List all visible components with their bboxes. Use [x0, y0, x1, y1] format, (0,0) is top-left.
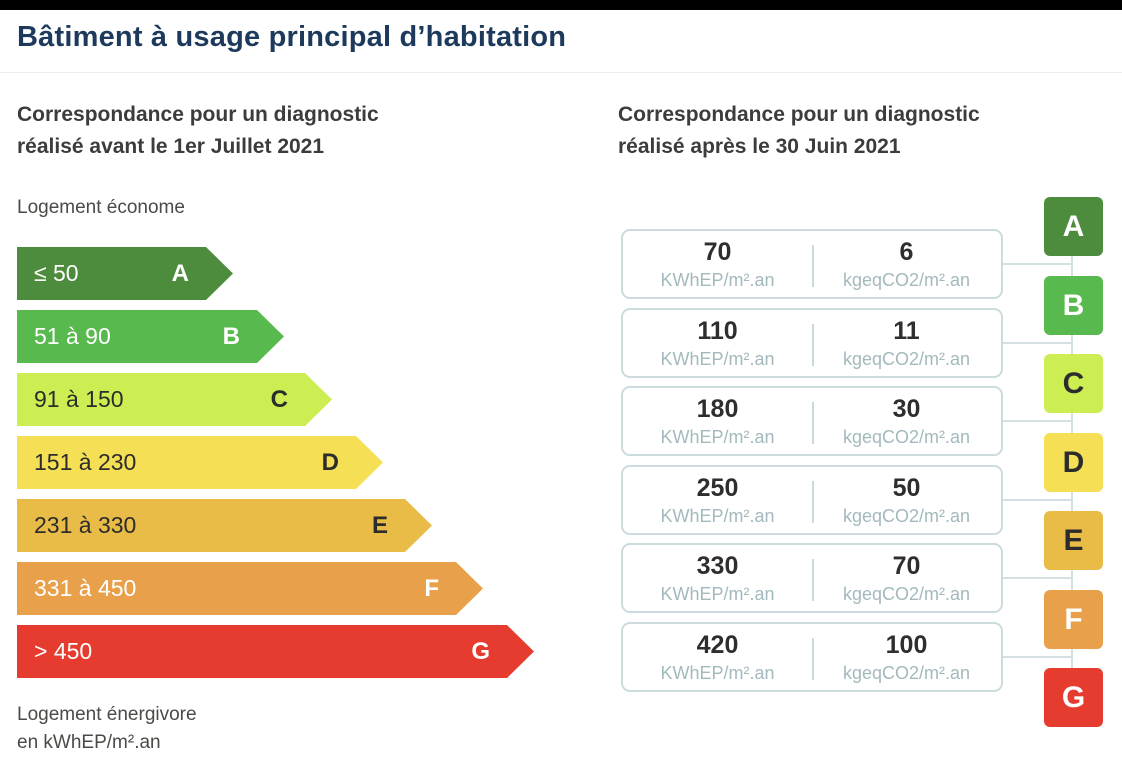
- energy-threshold: 70 KWhEP/m².an: [623, 238, 812, 290]
- energy-threshold: 420 KWhEP/m².an: [623, 631, 812, 683]
- energy-threshold-value: 180: [696, 394, 739, 423]
- co2-threshold: 70 kgeqCO2/m².an: [812, 552, 1001, 604]
- threshold-box-1: 70 KWhEP/m².an 6 kgeqCO2/m².an: [621, 229, 1003, 299]
- energy-class-range: 51 à 90: [34, 323, 111, 349]
- co2-threshold: 6 kgeqCO2/m².an: [812, 238, 1001, 290]
- page-title: Bâtiment à usage principal d’habitation: [17, 21, 567, 53]
- threshold-connector-2: [1003, 342, 1072, 344]
- energy-threshold-value: 250: [696, 473, 739, 502]
- energy-threshold: 180 KWhEP/m².an: [623, 395, 812, 447]
- energy-class-letter: C: [270, 385, 288, 413]
- threshold-box-5: 330 KWhEP/m².an 70 kgeqCO2/m².an: [621, 543, 1003, 613]
- co2-threshold-unit: kgeqCO2/m².an: [842, 662, 971, 683]
- energy-class-letter: G: [471, 637, 490, 665]
- co2-threshold-unit: kgeqCO2/m².an: [842, 269, 971, 290]
- co2-threshold-value: 50: [892, 473, 921, 502]
- left-subtitle-line1: Correspondance pour un diagnostic: [17, 103, 379, 126]
- box-divider: [812, 402, 814, 444]
- box-divider: [812, 638, 814, 680]
- scale-top-label: Logement économe: [17, 197, 185, 218]
- co2-threshold: 11 kgeqCO2/m².an: [812, 317, 1001, 369]
- energy-class-letter: F: [424, 574, 439, 602]
- energy-class-arrow-f: 331 à 450 F: [17, 562, 483, 615]
- energy-class-arrow-c: 91 à 150 C: [17, 373, 332, 426]
- co2-threshold-value: 100: [885, 630, 928, 659]
- co2-threshold-unit: kgeqCO2/m².an: [842, 583, 971, 604]
- co2-threshold: 50 kgeqCO2/m².an: [812, 474, 1001, 526]
- co2-threshold-unit: kgeqCO2/m².an: [842, 348, 971, 369]
- energy-threshold-unit: KWhEP/m².an: [660, 505, 775, 526]
- energy-class-badge-c: C: [1044, 354, 1103, 413]
- energy-class-badge-d: D: [1044, 433, 1103, 492]
- energy-class-range: > 450: [34, 638, 93, 664]
- threshold-box-6: 420 KWhEP/m².an 100 kgeqCO2/m².an: [621, 622, 1003, 692]
- co2-threshold: 30 kgeqCO2/m².an: [812, 395, 1001, 447]
- box-divider: [812, 245, 814, 287]
- co2-threshold: 100 kgeqCO2/m².an: [812, 631, 1001, 683]
- energy-class-range: 91 à 150: [34, 386, 124, 412]
- energy-threshold-unit: KWhEP/m².an: [660, 269, 775, 290]
- energy-threshold-value: 110: [697, 316, 738, 345]
- co2-threshold-unit: kgeqCO2/m².an: [842, 505, 971, 526]
- box-divider: [812, 481, 814, 523]
- threshold-box-4: 250 KWhEP/m².an 50 kgeqCO2/m².an: [621, 465, 1003, 535]
- energy-threshold-unit: KWhEP/m².an: [660, 583, 775, 604]
- left-subtitle-line2: réalisé avant le 1er Juillet 2021: [17, 135, 325, 158]
- threshold-connector-1: [1003, 263, 1072, 265]
- co2-threshold-value: 70: [892, 551, 921, 580]
- energy-class-letter: B: [222, 322, 240, 350]
- threshold-box-2: 110 KWhEP/m².an 11 kgeqCO2/m².an: [621, 308, 1003, 378]
- scale-bottom-label-line2: en kWhEP/m².an: [17, 732, 161, 753]
- energy-class-range: ≤ 50: [34, 260, 79, 286]
- box-divider: [812, 559, 814, 601]
- threshold-connector-3: [1003, 420, 1072, 422]
- energy-threshold-unit: KWhEP/m².an: [660, 348, 775, 369]
- co2-threshold-unit: kgeqCO2/m².an: [842, 426, 971, 447]
- energy-class-arrow-a: ≤ 50 A: [17, 247, 233, 300]
- header-divider: [0, 72, 1122, 73]
- energy-class-arrow-d: 151 à 230 D: [17, 436, 383, 489]
- energy-class-badge-e: E: [1044, 511, 1103, 570]
- energy-threshold: 110 KWhEP/m².an: [623, 317, 812, 369]
- energy-threshold-value: 70: [703, 237, 732, 266]
- energy-class-badge-a: A: [1044, 197, 1103, 256]
- energy-class-letter: E: [371, 511, 388, 539]
- energy-class-range: 231 à 330: [34, 512, 137, 538]
- energy-class-arrow-b: 51 à 90 B: [17, 310, 284, 363]
- energy-threshold-unit: KWhEP/m².an: [660, 662, 775, 683]
- energy-threshold-value: 330: [696, 551, 739, 580]
- energy-class-badge-f: F: [1044, 590, 1103, 649]
- threshold-box-3: 180 KWhEP/m².an 30 kgeqCO2/m².an: [621, 386, 1003, 456]
- energy-class-arrow-e: 231 à 330 E: [17, 499, 432, 552]
- co2-threshold-value: 30: [892, 394, 921, 423]
- left-subtitle: Correspondance pour un diagnostic réalis…: [17, 99, 379, 163]
- energy-class-range: 331 à 450: [34, 575, 137, 601]
- threshold-connector-4: [1003, 499, 1072, 501]
- energy-class-badge-b: B: [1044, 276, 1103, 335]
- energy-class-letter: D: [321, 448, 339, 476]
- top-black-bar: [0, 0, 1122, 10]
- energy-class-arrow-g: > 450 G: [17, 625, 534, 678]
- right-subtitle: Correspondance pour un diagnostic réalis…: [618, 99, 980, 163]
- energy-threshold-unit: KWhEP/m².an: [660, 426, 775, 447]
- energy-class-badge-g: G: [1044, 668, 1103, 727]
- energy-threshold-value: 420: [696, 630, 739, 659]
- scale-bottom-label-line1: Logement énergivore: [17, 704, 197, 725]
- threshold-connector-6: [1003, 656, 1072, 658]
- scale-bottom-label: Logement énergivore en kWhEP/m².an: [17, 701, 197, 757]
- co2-threshold-value: 6: [899, 237, 914, 266]
- energy-threshold: 250 KWhEP/m².an: [623, 474, 812, 526]
- co2-threshold-value: 11: [893, 316, 920, 345]
- energy-class-letter: A: [171, 259, 189, 287]
- threshold-connector-5: [1003, 577, 1072, 579]
- energy-class-range: 151 à 230: [34, 449, 137, 475]
- right-subtitle-line2: réalisé après le 30 Juin 2021: [618, 135, 901, 158]
- energy-threshold: 330 KWhEP/m².an: [623, 552, 812, 604]
- box-divider: [812, 324, 814, 366]
- right-subtitle-line1: Correspondance pour un diagnostic: [618, 103, 980, 126]
